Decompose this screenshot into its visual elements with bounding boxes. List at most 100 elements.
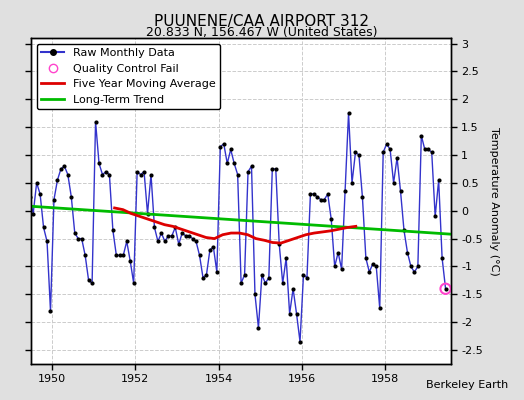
Point <box>403 249 412 256</box>
Point <box>313 194 322 200</box>
Point <box>192 238 200 245</box>
Point <box>39 224 48 231</box>
Point <box>261 280 269 286</box>
Point <box>282 255 290 261</box>
Point <box>368 260 377 267</box>
Point <box>424 146 432 153</box>
Point <box>102 168 110 175</box>
Point <box>244 168 252 175</box>
Point <box>438 255 446 261</box>
Point <box>271 166 280 172</box>
Point <box>150 224 159 231</box>
Point <box>164 233 172 239</box>
Text: Berkeley Earth: Berkeley Earth <box>426 380 508 390</box>
Point <box>344 110 353 116</box>
Point <box>71 230 79 236</box>
Point <box>50 196 58 203</box>
Point <box>60 163 69 169</box>
Legend: Raw Monthly Data, Quality Control Fail, Five Year Moving Average, Long-Term Tren: Raw Monthly Data, Quality Control Fail, … <box>37 44 220 109</box>
Point <box>91 118 100 125</box>
Point <box>8 252 17 258</box>
Point <box>223 160 232 166</box>
Point <box>105 171 114 178</box>
Point <box>316 196 325 203</box>
Point <box>434 177 443 183</box>
Point <box>393 155 401 161</box>
Point <box>441 286 450 292</box>
Point <box>327 216 335 222</box>
Point <box>116 252 124 258</box>
Point <box>181 233 190 239</box>
Point <box>195 252 204 258</box>
Point <box>320 196 329 203</box>
Point <box>63 171 72 178</box>
Point <box>108 227 117 234</box>
Point <box>376 305 384 312</box>
Point <box>323 191 332 197</box>
Point <box>389 180 398 186</box>
Point <box>247 163 256 169</box>
Point <box>383 141 391 147</box>
Point <box>57 166 65 172</box>
Point <box>126 258 134 264</box>
Point <box>202 272 211 278</box>
Point <box>178 230 187 236</box>
Point <box>358 194 367 200</box>
Point <box>36 191 45 197</box>
Point <box>241 272 249 278</box>
Point <box>129 280 138 286</box>
Point <box>268 166 277 172</box>
Point <box>15 188 24 194</box>
Point <box>209 244 217 250</box>
Point <box>32 180 41 186</box>
Point <box>157 230 166 236</box>
Point <box>386 146 395 153</box>
Point <box>279 280 287 286</box>
Point <box>265 274 273 281</box>
Text: 20.833 N, 156.467 W (United States): 20.833 N, 156.467 W (United States) <box>146 26 378 39</box>
Point <box>407 263 415 270</box>
Point <box>74 236 82 242</box>
Point <box>174 241 183 247</box>
Point <box>119 252 127 258</box>
Point <box>206 246 214 253</box>
Point <box>78 236 86 242</box>
Point <box>171 224 179 231</box>
Point <box>441 286 450 292</box>
Point <box>337 266 346 272</box>
Point <box>331 263 339 270</box>
Point <box>199 274 207 281</box>
Point <box>185 233 193 239</box>
Point <box>136 171 145 178</box>
Point <box>413 263 422 270</box>
Point <box>112 252 121 258</box>
Point <box>29 210 37 217</box>
Point <box>400 227 408 234</box>
Point <box>258 272 266 278</box>
Point <box>226 146 235 153</box>
Point <box>18 171 27 178</box>
Point <box>189 236 197 242</box>
Point <box>355 152 363 158</box>
Point <box>161 238 169 245</box>
Point <box>144 210 152 217</box>
Point <box>254 324 263 331</box>
Point <box>372 263 380 270</box>
Point <box>147 171 155 178</box>
Point <box>303 274 311 281</box>
Point <box>88 280 96 286</box>
Y-axis label: Temperature Anomaly (°C): Temperature Anomaly (°C) <box>489 127 499 275</box>
Point <box>286 311 294 317</box>
Point <box>234 171 242 178</box>
Point <box>12 177 20 183</box>
Point <box>410 269 419 275</box>
Point <box>46 308 54 314</box>
Point <box>95 160 103 166</box>
Point <box>379 149 387 156</box>
Point <box>365 269 374 275</box>
Point <box>310 191 318 197</box>
Point <box>133 168 141 175</box>
Point <box>67 194 75 200</box>
Point <box>230 160 238 166</box>
Point <box>140 168 148 175</box>
